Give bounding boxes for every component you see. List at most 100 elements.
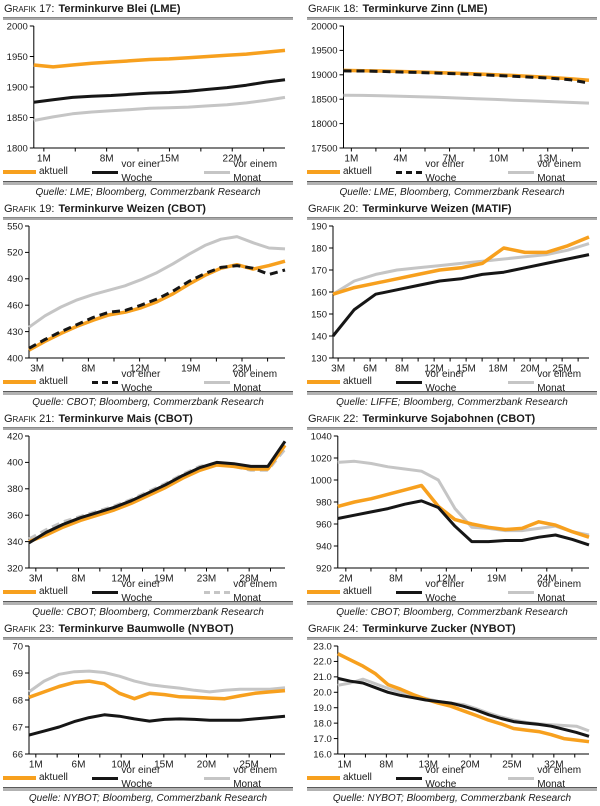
svg-text:23.0: 23.0 [313,641,332,652]
chart-cell-grafik-22: Grafik 22: Terminkurve Sojabohnen (CBOT) … [307,410,597,620]
svg-text:8M: 8M [100,154,114,165]
svg-text:180: 180 [311,243,327,254]
legend-label: vor einer Woche [425,369,465,394]
legend-line-aktuell-icon [3,776,36,780]
line-chart-svg: 130 140 150 160 170 180 190 3M 6M 8M 12M 15M 18M 20M 2… [311,221,590,375]
chart-source: Quelle: LIFFE; Bloomberg, Commerzbank Re… [336,397,568,408]
svg-text:190: 190 [311,221,327,232]
legend-item-woche: vor einer Woche [395,764,484,792]
svg-text:24M: 24M [537,574,556,585]
svg-text:170: 170 [311,265,327,276]
legend-separator [307,391,597,395]
svg-text:17500: 17500 [311,143,337,154]
svg-text:1950: 1950 [7,52,28,63]
svg-text:67: 67 [12,722,23,733]
legend-item-monat: vor einem Monat [203,368,293,396]
legend-line-monat-icon [507,380,535,384]
svg-text:7M: 7M [443,154,457,165]
plot-area: 16.0 17.0 18.0 19.0 20.0 21.0 22.0 23.0 1M 8M 13M 2… [307,640,597,771]
chart-source: Quelle: NYBOT; Bloomberg, Commerzbank Re… [28,793,268,804]
chart-number-label: Grafik 18: [308,3,359,15]
legend-line-aktuell-icon [307,776,340,780]
line-chart-svg: 17500 18000 18500 19000 19500 20000 1M 4M 7M 10M 1… [311,21,590,165]
chart-title-text: Terminkurve Zinn (LME) [362,3,488,15]
plot-area: 920 940 960 980 1000 1020 1040 2M 8M 12M 19M 24M [307,430,597,585]
svg-text:430: 430 [7,327,23,338]
chart-legend: aktuell vor einer Woche vor einem Monat [3,369,293,394]
svg-text:3M: 3M [30,364,44,375]
title-separator [3,637,293,640]
svg-text:1M: 1M [344,154,358,165]
svg-text:10M: 10M [489,154,508,165]
plot-area: 17500 18000 18500 19000 19500 20000 1M 4M 7M 10M 1… [307,20,597,165]
legend-item-aktuell: aktuell [3,771,68,785]
svg-text:16.0: 16.0 [313,749,332,760]
svg-text:18.0: 18.0 [313,718,332,729]
svg-text:23M: 23M [197,574,216,585]
legend-line-monat-icon [507,590,535,594]
plot-area: 400 430 460 490 520 550 3M 8M 12M 19M 23M [3,220,293,375]
title-separator [3,427,293,430]
legend-separator [307,181,597,185]
svg-text:3M: 3M [331,364,345,375]
chart-number-label: Grafik 23: [4,623,55,635]
svg-text:400: 400 [7,458,23,469]
svg-text:18000: 18000 [311,119,337,130]
legend-label: vor einem Monat [233,765,278,790]
legend-item-aktuell: aktuell [3,375,68,389]
svg-text:6M: 6M [363,364,377,375]
legend-line-woche-icon [91,380,119,384]
legend-item-monat: vor einem Monat [507,368,597,396]
legend-line-monat-icon [203,380,231,384]
legend-line-woche-icon [395,776,423,780]
chart-source: Quelle: LME; Bloomberg, Commerzbank Rese… [35,187,261,198]
legend-label: aktuell [343,166,372,177]
chart-cell-grafik-21: Grafik 21: Terminkurve Mais (CBOT) 320 340… [3,410,293,620]
chart-legend: aktuell vor einer Woche vor einem Monat [3,579,293,604]
svg-text:19M: 19M [487,574,506,585]
svg-text:19M: 19M [154,574,173,585]
line-chart-svg: 320 340 360 380 400 420 3M 8M 12M 19M 23M 28M [7,431,287,585]
chart-title-text: Terminkurve Zucker (NYBOT) [362,623,516,635]
svg-text:22.0: 22.0 [313,657,332,668]
svg-text:19M: 19M [181,364,200,375]
legend-item-monat: vor einem Monat [507,158,597,186]
svg-text:18M: 18M [488,364,507,375]
chart-cell-grafik-23: Grafik 23: Terminkurve Baumwolle (NYBOT) … [3,620,293,806]
legend-line-monat-icon [203,776,231,780]
legend-item-woche: vor einer Woche [395,578,484,606]
chart-legend: aktuell vor einer Woche vor einem Monat [307,765,597,790]
legend-line-woche-icon [395,380,423,384]
legend-label: vor einer Woche [121,159,161,184]
legend-item-monat: vor einem Monat [203,578,293,606]
plot-area: 1800 1850 1900 1950 2000 1M 8M 15M 22M [3,20,293,165]
chart-legend: aktuell vor einer Woche vor einem Monat [3,159,293,184]
svg-text:66: 66 [12,749,23,760]
legend-item-monat: vor einem Monat [203,764,293,792]
legend-item-aktuell: aktuell [307,585,372,599]
legend-line-woche-icon [395,170,423,174]
svg-text:920: 920 [316,563,332,574]
svg-text:1900: 1900 [7,82,28,93]
legend-item-monat: vor einem Monat [203,158,293,186]
svg-text:1000: 1000 [311,475,332,486]
svg-text:15M: 15M [160,154,179,165]
svg-text:320: 320 [7,563,23,574]
legend-item-woche: vor einer Woche [91,158,180,186]
svg-text:17.0: 17.0 [313,734,332,745]
svg-text:360: 360 [7,511,23,522]
legend-label: vor einem Monat [537,765,582,790]
chart-title: Grafik 21: Terminkurve Mais (CBOT) [3,413,293,425]
legend-item-aktuell: aktuell [307,165,372,179]
legend-item-woche: vor einer Woche [91,578,180,606]
svg-text:550: 550 [7,221,23,232]
svg-text:13M: 13M [419,760,438,771]
line-chart-svg: 66 67 68 69 70 1M 6M 10M 15M 20M 25M [12,641,286,771]
svg-text:1850: 1850 [7,113,28,124]
legend-label: aktuell [343,772,372,783]
plot-area: 130 140 150 160 170 180 190 3M 6M 8M 12M 15M 18M 20M 2… [307,220,597,375]
svg-text:12M: 12M [111,574,130,585]
legend-separator [307,787,597,791]
legend-separator [3,391,293,395]
